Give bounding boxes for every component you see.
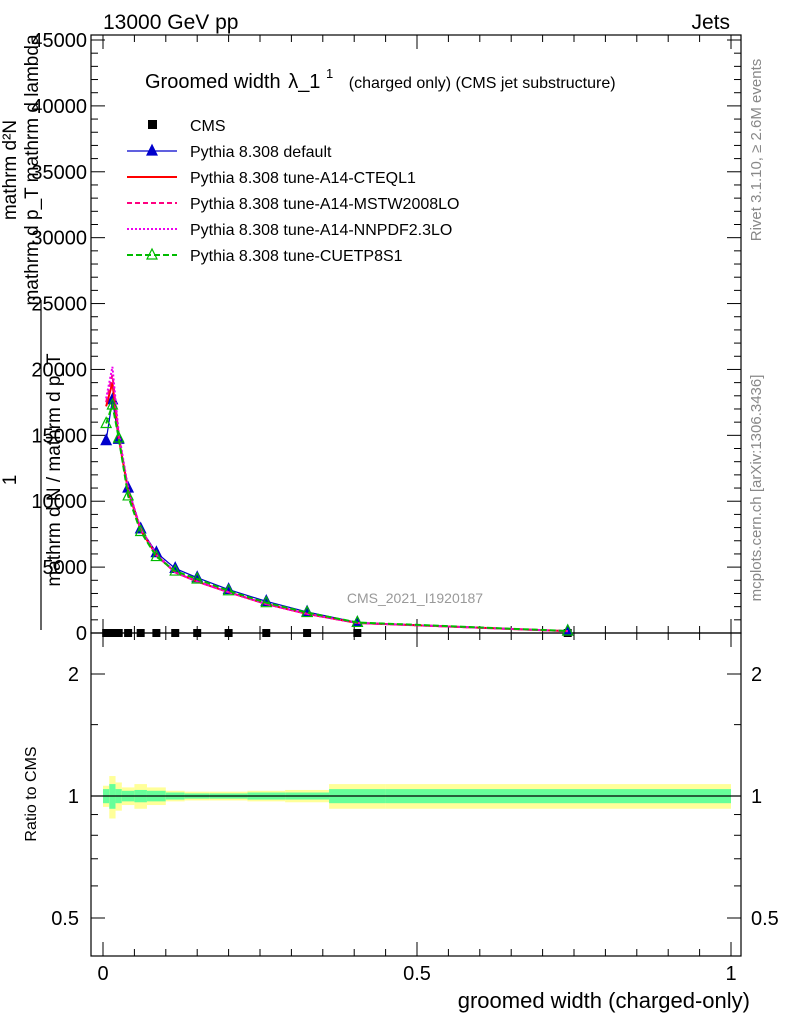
chart-series xyxy=(100,366,574,637)
chart-title-sub: (charged only) (CMS jet substructure) xyxy=(349,75,616,92)
cms-point xyxy=(193,629,202,637)
chart-title-sup: 1 xyxy=(326,66,333,81)
y-tick-label: 5000 xyxy=(43,557,88,579)
series-line xyxy=(105,401,568,633)
legend-item-mstw: Pythia 8.308 tune-A14-MSTW2008LO xyxy=(127,196,459,213)
legend-item-nnpdf: Pythia 8.308 tune-A14-NNPDF2.3LO xyxy=(127,222,452,239)
ratio-tick-label: 2 xyxy=(68,664,79,686)
header-right: Jets xyxy=(691,11,730,34)
ratio-tick-label: 0.5 xyxy=(51,908,79,930)
legend-marker xyxy=(146,247,158,260)
analysis-id: CMS_2021_I1920187 xyxy=(347,590,483,606)
y-tick-label: 30000 xyxy=(31,228,87,250)
axis-tick-labels: 0 5000 10000 15000 20000 25000 30000 35000 40000… xyxy=(31,30,778,985)
y-axis-label-ratio: Ratio to CMS xyxy=(23,746,40,841)
x-tick-label: 0 xyxy=(97,963,108,985)
series-line xyxy=(105,374,568,633)
legend-marker xyxy=(146,143,158,156)
legend-item-cms: CMS xyxy=(148,118,226,135)
y-tick-label: 35000 xyxy=(31,162,87,184)
cms-point xyxy=(262,629,271,637)
series-line xyxy=(105,382,568,633)
series-marker xyxy=(260,595,273,608)
series-cteql1 xyxy=(105,382,568,633)
cms-point xyxy=(171,629,180,637)
series-line xyxy=(105,399,568,632)
legend-item-default: Pythia 8.308 default xyxy=(127,143,332,161)
legend-label: Pythia 8.308 tune-A14-CTEQL1 xyxy=(190,170,416,187)
x-tick-label: 1 xyxy=(725,963,736,985)
series-marker xyxy=(301,605,314,618)
series-marker xyxy=(100,433,113,446)
series-marker xyxy=(112,430,125,443)
source-label: mcplots.cern.ch [arXiv:1306.3436] xyxy=(748,375,765,602)
main-panel-frame xyxy=(90,34,742,634)
y-tick-label: 20000 xyxy=(31,359,87,381)
cms-point xyxy=(108,629,117,637)
y-axis-label-main: mathrm d²N mathrm d p_T mathrm d lambda … xyxy=(0,34,65,630)
cms-point xyxy=(303,629,312,637)
chart-title: Groomed width λ_1 1 (charged only) (CMS … xyxy=(145,61,616,93)
chart-title-lambda: λ_1 xyxy=(288,71,320,93)
axis-ticks xyxy=(91,35,741,956)
cms-point xyxy=(152,629,161,637)
x-axis-label: groomed width (charged-only) xyxy=(458,988,750,1013)
chart-legend: CMS Pythia 8.308 default Pythia 8.308 tune… xyxy=(127,118,459,265)
cms-point xyxy=(353,629,362,637)
series-marker xyxy=(106,397,119,410)
ratio-uncertainty-bands xyxy=(103,776,731,819)
ratio-panel-frame xyxy=(90,632,742,957)
y-tick-label: 10000 xyxy=(31,491,87,513)
legend-label: Pythia 8.308 default xyxy=(190,144,332,161)
series-marker xyxy=(191,571,204,584)
ratio-tick-label: 1 xyxy=(68,786,79,808)
series-marker xyxy=(351,615,364,628)
ylabel-line4: mathrm d N / mathrm d p_T xyxy=(44,353,65,587)
legend-item-cuetp8s1: Pythia 8.308 tune-CUETP8S1 xyxy=(127,247,403,265)
cms-point xyxy=(124,629,133,637)
y-tick-label: 0 xyxy=(76,623,87,645)
header-left: 13000 GeV pp xyxy=(103,11,238,34)
ratio-tick-label-right: 1 xyxy=(751,786,762,808)
cms-point xyxy=(136,629,145,637)
legend-label: Pythia 8.308 tune-CUETP8S1 xyxy=(190,248,403,265)
series-marker xyxy=(561,623,574,636)
series-default xyxy=(100,392,574,636)
y-tick-label: 15000 xyxy=(31,425,87,447)
legend-label: Pythia 8.308 tune-A14-MSTW2008LO xyxy=(190,196,459,213)
ylabel-line3: 1 xyxy=(0,475,21,486)
ylabel-line2: mathrm d p_T mathrm d lambda xyxy=(22,34,43,305)
series-marker xyxy=(134,524,147,537)
ratio-tick-label-right: 2 xyxy=(751,664,762,686)
ratio-tick-label-right: 0.5 xyxy=(751,908,779,930)
rivet-label: Rivet 3.1.10, ≥ 2.6M events xyxy=(748,59,765,242)
series-marker xyxy=(169,563,182,576)
x-tick-label: 0.5 xyxy=(403,963,431,985)
series-mstw xyxy=(105,374,568,633)
y-tick-label: 45000 xyxy=(31,30,87,52)
series-cuetp8s1 xyxy=(100,397,574,636)
legend-item-cteql1: Pythia 8.308 tune-A14-CTEQL1 xyxy=(127,170,416,187)
series-marker xyxy=(122,488,135,501)
series-marker xyxy=(100,416,113,429)
cms-point xyxy=(102,629,111,637)
ylabel-line1: mathrm d²N xyxy=(0,120,21,220)
series-marker xyxy=(150,549,163,562)
legend-label: CMS xyxy=(190,118,226,135)
legend-label: Pythia 8.308 tune-A14-NNPDF2.3LO xyxy=(190,222,452,239)
series-nnpdf xyxy=(105,366,568,633)
chart-title-main: Groomed width xyxy=(145,71,281,93)
series-line xyxy=(105,366,568,633)
cms-point xyxy=(224,629,233,637)
y-tick-label: 25000 xyxy=(31,294,87,316)
series-marker xyxy=(222,583,235,596)
cms-point xyxy=(114,629,123,637)
legend-marker xyxy=(148,120,157,129)
y-tick-label: 40000 xyxy=(31,96,87,118)
